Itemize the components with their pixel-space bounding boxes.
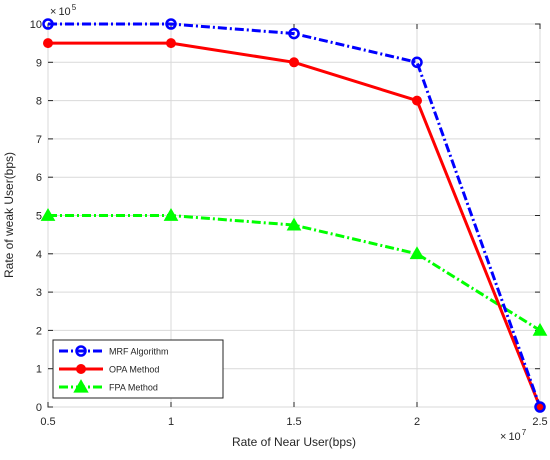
data-point-mrf-algorithm bbox=[42, 18, 54, 30]
series-line-mrf-algorithm bbox=[48, 22, 542, 408]
y-axis-label: Rate of weak User(bps) bbox=[2, 152, 16, 278]
y-exponent-label: × 105 bbox=[50, 3, 77, 18]
legend-label: FPA Method bbox=[109, 383, 158, 393]
y-tick-label: 4 bbox=[36, 249, 42, 261]
axis-ticks: 0 1 2 3 4 5 6 7 8 9 10 0.5 1 1.5 2 2.5 bbox=[30, 19, 548, 428]
y-tick-label: 8 bbox=[36, 96, 42, 108]
data-point-opa-method bbox=[43, 38, 53, 49]
x-axis-label: Rate of Near User(bps) bbox=[232, 435, 356, 449]
y-tick-label: 0 bbox=[36, 402, 42, 414]
legend-swatch-marker bbox=[73, 379, 89, 393]
x-tick-label: 2.5 bbox=[532, 416, 547, 428]
legend-swatch-marker bbox=[75, 345, 87, 357]
legend: MRF Algorithm OPA Method FPA Method bbox=[52, 339, 224, 399]
y-tick-label: 10 bbox=[30, 19, 42, 31]
series-group bbox=[40, 18, 548, 413]
y-tick-label: 6 bbox=[36, 172, 42, 184]
y-tick-label: 1 bbox=[36, 364, 42, 376]
data-point-fpa-method bbox=[163, 207, 179, 221]
data-point-fpa-method bbox=[286, 217, 302, 231]
data-point-fpa-method bbox=[40, 207, 56, 221]
data-point-opa-method bbox=[289, 57, 299, 68]
legend-swatch-marker bbox=[76, 364, 86, 374]
y-tick-label: 9 bbox=[36, 57, 42, 69]
y-tick-label: 2 bbox=[36, 325, 42, 337]
data-point-mrf-algorithm bbox=[411, 56, 423, 69]
data-point-fpa-method bbox=[409, 246, 425, 260]
x-tick-label: 1.5 bbox=[286, 416, 301, 428]
data-point-opa-method bbox=[166, 38, 176, 49]
y-tick-label: 5 bbox=[36, 211, 42, 223]
x-tick-label: 2 bbox=[414, 416, 420, 428]
data-point-mrf-algorithm bbox=[288, 27, 300, 40]
data-point-mrf-algorithm bbox=[165, 18, 177, 30]
data-point-mrf-algorithm bbox=[534, 401, 546, 413]
x-exponent-label: × 107 bbox=[500, 428, 527, 443]
x-tick-label: 0.5 bbox=[40, 416, 55, 428]
legend-label: OPA Method bbox=[109, 365, 159, 375]
legend-label: MRF Algorithm bbox=[109, 347, 169, 357]
data-point-fpa-method bbox=[532, 322, 548, 336]
y-tick-label: 3 bbox=[36, 287, 42, 299]
x-tick-label: 1 bbox=[168, 416, 174, 428]
y-tick-label: 7 bbox=[36, 134, 42, 146]
data-point-opa-method bbox=[412, 95, 422, 106]
